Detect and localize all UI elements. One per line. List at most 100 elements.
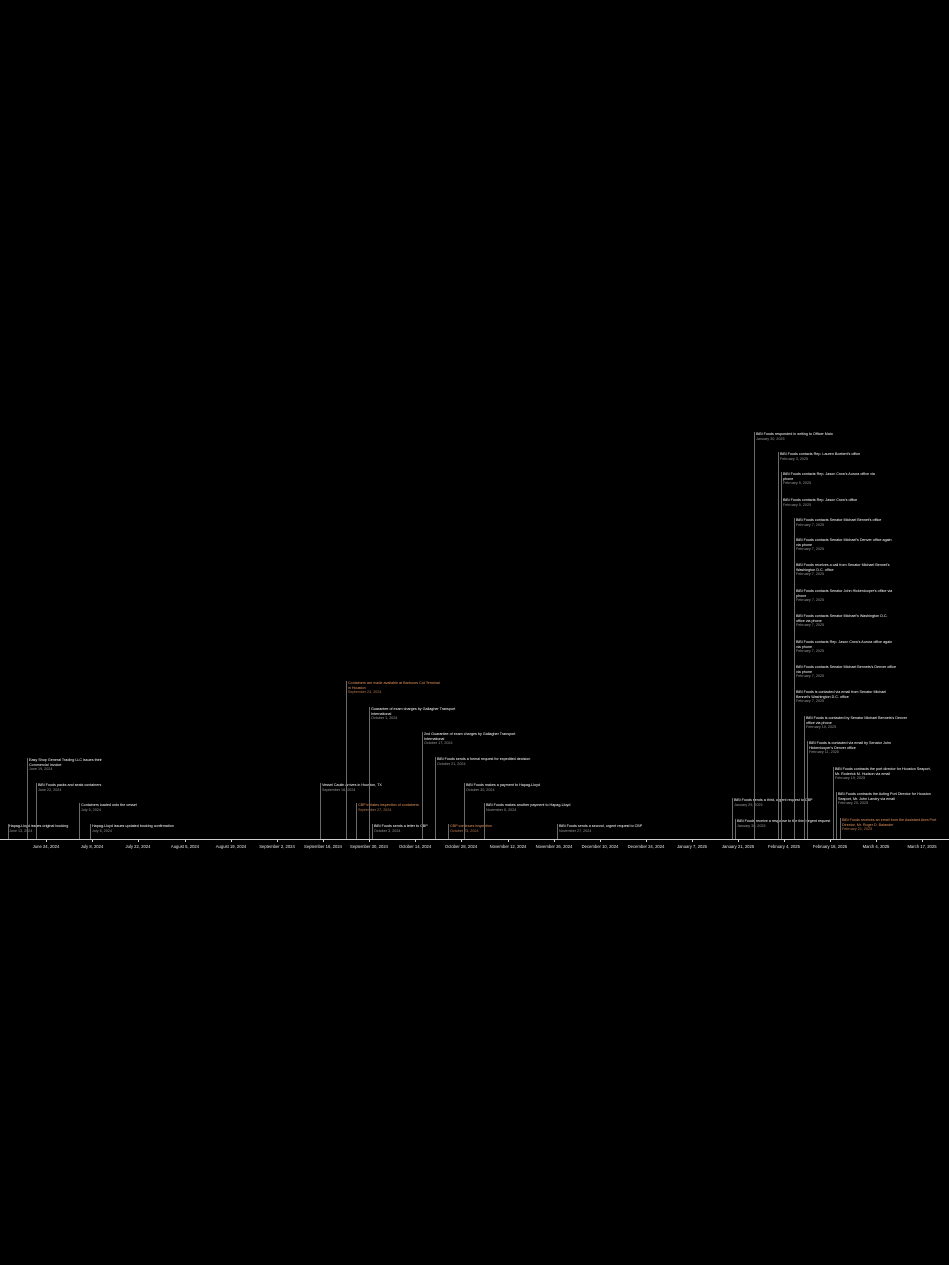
event-title: 2nd Guarantee of exam charges by Gallagh…: [424, 732, 516, 741]
axis-tick-label: February 4, 2025: [768, 844, 800, 849]
axis-tick-mark: [92, 839, 93, 842]
event-title: BiBi Foods sends a formal request for ex…: [437, 757, 531, 761]
axis-tick-mark: [415, 839, 416, 842]
event-stem: [840, 818, 841, 839]
event-stem: [346, 681, 347, 839]
event-date: June 22, 2024: [38, 787, 62, 792]
axis-tick-label: March 4, 2025: [862, 844, 890, 849]
axis-tick-label: December 24, 2024: [627, 844, 665, 849]
timeline-axis: [0, 839, 949, 840]
timeline-event: Easy Shop General Trading LLC issues the…: [29, 758, 119, 772]
axis-tick-label: November 12, 2024: [489, 844, 527, 849]
event-date: February 7, 2025: [796, 572, 825, 577]
timeline-event: Containers loaded onto the vessel July 5,…: [81, 803, 161, 812]
axis-tick-mark: [646, 839, 647, 842]
timeline-event: BiBi Foods contacts Rep. Jason Crow's Au…: [796, 640, 896, 654]
event-title: BiBi Foods contacts Senator Michael's Wa…: [796, 614, 888, 623]
event-title: BiBi Foods receives a call from Senator …: [796, 563, 890, 572]
event-title: BiBi Foods sends a second, urgent reques…: [559, 824, 643, 828]
axis-tick-mark: [369, 839, 370, 842]
event-title: BiBi Foods contracts the Acting Port Dir…: [838, 792, 931, 801]
event-title: BiBi Foods contacts Senator Michael Benn…: [796, 518, 882, 522]
event-title: BiBi Foods contacts Rep. Jason Crow's Au…: [783, 472, 875, 481]
event-date: October 30, 2024: [466, 787, 495, 792]
timeline-event: CBP continues inspection October 25, 2024: [450, 824, 510, 833]
axis-tick-label: March 17, 2025: [907, 844, 937, 849]
event-date: October 25, 2024: [450, 828, 479, 833]
event-title: BiBi Foods makes a payment to Hapag-Lloy…: [466, 783, 540, 787]
event-date: February 10, 2025: [806, 725, 837, 730]
event-date: February 5, 2025: [783, 502, 812, 507]
axis-tick-label: February 18, 2025: [812, 844, 848, 849]
event-stem: [27, 758, 28, 839]
axis-tick-label: September 16, 2024: [304, 844, 342, 849]
event-stem: [8, 824, 9, 839]
event-stem: [372, 824, 373, 839]
event-stem: [833, 767, 834, 839]
timeline-event: BiBi Foods contacts Rep. Jason Crow's of…: [783, 498, 883, 507]
event-date: September 24, 2024: [348, 690, 382, 695]
axis-tick-label: December 10, 2024: [581, 844, 619, 849]
event-title: BiBi Foods contacts Senator Michael's De…: [796, 538, 892, 547]
axis-tick-label: October 14, 2024: [398, 844, 432, 849]
event-date: January 30, 2025: [756, 436, 785, 441]
event-date: February 21, 2025: [842, 827, 873, 832]
event-title: CBP initiates inspection of containers: [358, 803, 419, 807]
axis-tick-label: January 21, 2025: [721, 844, 755, 849]
axis-tick-label: September 30, 2024: [350, 844, 388, 849]
axis-tick-mark: [185, 839, 186, 842]
event-date: September 27, 2024: [358, 807, 392, 812]
timeline-event: Vessel Caulin arrives in Houston, TX Sept…: [322, 783, 402, 792]
event-date: February 5, 2025: [783, 481, 812, 486]
event-date: June 13, 2024: [9, 828, 33, 833]
event-date: February 7, 2025: [796, 547, 825, 552]
axis-tick-label: September 2, 2024: [259, 844, 295, 849]
event-date: July 5, 2024: [81, 807, 101, 812]
event-stem: [448, 824, 449, 839]
event-title: Hapag-Lloyd issues updated booking confi…: [92, 824, 174, 828]
event-date: September 16, 2024: [322, 787, 356, 792]
event-stem: [781, 498, 782, 839]
event-date: February 20, 2025: [838, 801, 869, 806]
timeline-event: BiBi Foods makes a payment to Hapag-Lloy…: [466, 783, 556, 792]
event-date: July 8, 2024: [92, 828, 112, 833]
event-title: Containers loaded onto the vessel: [81, 803, 137, 807]
event-title: BiBi Foods sends a third, urgent request…: [734, 798, 813, 802]
event-date: February 7, 2025: [796, 649, 825, 654]
event-date: February 11, 2025: [809, 750, 839, 755]
timeline-event: BiBi Foods packs and seals containers Jun…: [38, 783, 118, 792]
event-title: BiBi Foods contacts Rep. Lauren Boebert'…: [780, 452, 861, 456]
axis-tick-mark: [600, 839, 601, 842]
event-date: February 3, 2025: [780, 456, 809, 461]
axis-tick-mark: [692, 839, 693, 842]
event-stem: [464, 783, 465, 839]
axis-tick-label: July 8, 2024: [80, 844, 104, 849]
event-stem: [484, 803, 485, 839]
axis-tick-mark: [46, 839, 47, 842]
event-stem: [732, 798, 733, 839]
timeline-event: BiBi Foods is contacted via email from S…: [796, 690, 896, 704]
axis-tick-mark: [922, 839, 923, 842]
event-date: January 29, 2025: [734, 802, 763, 807]
event-date: October 1, 2024: [371, 716, 398, 721]
event-title: BiBi Foods responded in writing to Offic…: [756, 432, 833, 436]
axis-tick-mark: [784, 839, 785, 842]
event-date: October 3, 2024: [374, 828, 401, 833]
event-stem: [79, 803, 80, 839]
event-title: BiBi Foods packs and seals containers: [38, 783, 102, 787]
event-date: February 7, 2025: [796, 623, 825, 628]
event-date: February 7, 2025: [796, 699, 825, 704]
event-title: BiBi Foods sends a letter to CBP: [374, 824, 428, 828]
event-title: BiBi Foods contracts the port director f…: [835, 767, 931, 776]
event-title: BiBi Foods is contacted by Senator Micha…: [806, 716, 908, 725]
axis-tick-mark: [508, 839, 509, 842]
event-stem: [557, 824, 558, 839]
event-date: October 21, 2024: [437, 761, 466, 766]
axis-tick-mark: [830, 839, 831, 842]
axis-tick-label: June 24, 2024: [32, 844, 60, 849]
timeline-event: BiBi Foods sends a second, urgent reques…: [559, 824, 659, 833]
event-title: BiBi Foods contacts Senator John Hickenl…: [796, 589, 893, 598]
event-stem: [804, 716, 805, 839]
event-stem: [735, 819, 736, 839]
